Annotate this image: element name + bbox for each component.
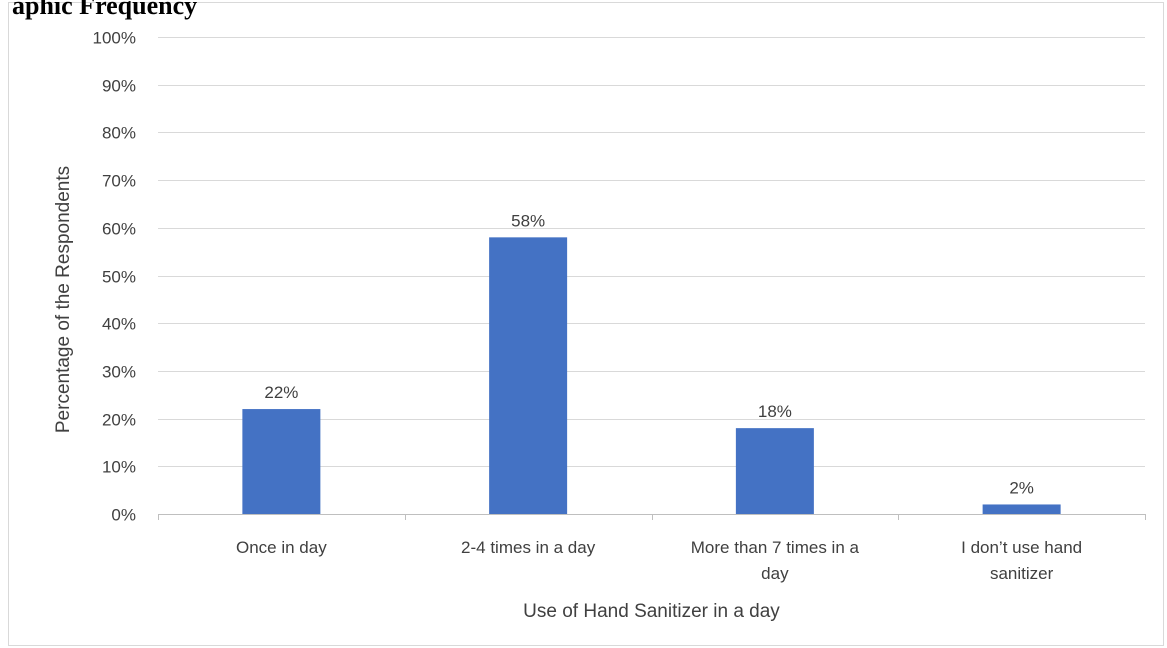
data-label: 2% xyxy=(1009,478,1034,497)
y-tick-label: 70% xyxy=(102,172,136,191)
x-axis-category-labels: Once in day 2-4 times in a day More than 7… xyxy=(236,538,1082,583)
bar xyxy=(489,237,568,514)
gridlines xyxy=(158,37,1145,467)
bars xyxy=(242,237,1061,514)
bar xyxy=(735,428,814,514)
data-labels: 22% 58% 18% 2% xyxy=(264,211,1034,497)
y-tick-label: 0% xyxy=(111,506,136,525)
y-axis-title: Percentage of the Respondents xyxy=(53,166,74,433)
y-tick-label: 80% xyxy=(102,124,136,143)
y-tick-label: 40% xyxy=(102,315,136,334)
y-tick-label: 20% xyxy=(102,411,136,430)
x-category-label: 2-4 times in a day xyxy=(461,538,596,557)
y-tick-label: 10% xyxy=(102,458,136,477)
x-category-label: I don’t use hand sanitizer xyxy=(961,538,1082,583)
bar xyxy=(242,409,321,514)
y-tick-label: 30% xyxy=(102,363,136,382)
x-category-label: Once in day xyxy=(236,538,327,557)
data-label: 22% xyxy=(264,383,298,402)
data-label: 58% xyxy=(511,211,545,230)
x-axis-title: Use of Hand Sanitizer in a day xyxy=(523,601,780,622)
y-axis-tick-labels: 0% 10% 20% 30% 40% 50% 60% 70% 80% 90% 100% xyxy=(93,29,136,525)
page-heading-fragment: aphic Frequency xyxy=(12,0,197,20)
x-category-label: More than 7 times in a day xyxy=(691,538,860,583)
y-tick-label: 100% xyxy=(93,29,136,48)
y-tick-label: 90% xyxy=(102,77,136,96)
bar xyxy=(982,504,1061,514)
y-tick-label: 60% xyxy=(102,220,136,239)
x-axis xyxy=(158,514,1146,520)
y-tick-label: 50% xyxy=(102,268,136,287)
data-label: 18% xyxy=(758,402,792,421)
